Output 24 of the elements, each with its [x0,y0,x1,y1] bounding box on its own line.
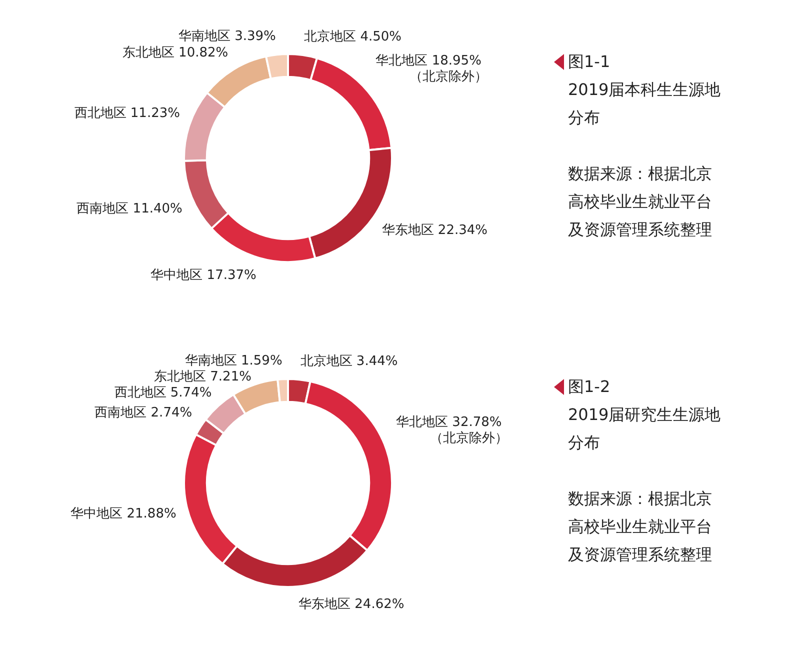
slice-label: 西南地区 11.40% [76,201,182,216]
slice-label: 华南地区 3.39% [178,29,276,44]
slice-label: 华东地区 24.62% [298,596,404,612]
slice-label: 北京地区 3.44% [300,354,398,370]
slice-label: 华南地区 1.59% [184,354,282,369]
slice-label: 西南地区 2.74% [94,406,192,421]
text: （北京除外） [410,70,488,85]
slice-label: 华中地区 17.37% [150,268,256,283]
source-note: 数据来源：根据北京高校毕业生就业平台及资源管理系统整理 [568,163,713,241]
slice-label: 华北地区 32.78% [396,414,502,430]
slice-label: 华东地区 22.34% [382,223,488,238]
source-note: 数据来源：根据北京高校毕业生就业平台及资源管理系统整理 [568,488,713,566]
text: 图1-2 [568,376,610,398]
slice-label: 东北地区 10.82% [122,45,228,60]
text: 图1-1 [568,51,610,73]
slice-label: 北京地区 4.50% [304,30,402,45]
slice-label: 东北地区 7.21% [154,370,252,385]
slice-label: 华中地区 21.88% [70,506,176,522]
text: 2019届本科生生源地分布 [568,79,722,129]
text: 2019届研究生生源地分布 [568,404,722,454]
slice-label: 西北地区 11.23% [74,106,180,121]
slice-label: 西北地区 5.74% [114,386,212,401]
text: （北京除外） [430,430,508,446]
slice-label: 华北地区 18.95% [376,54,482,69]
